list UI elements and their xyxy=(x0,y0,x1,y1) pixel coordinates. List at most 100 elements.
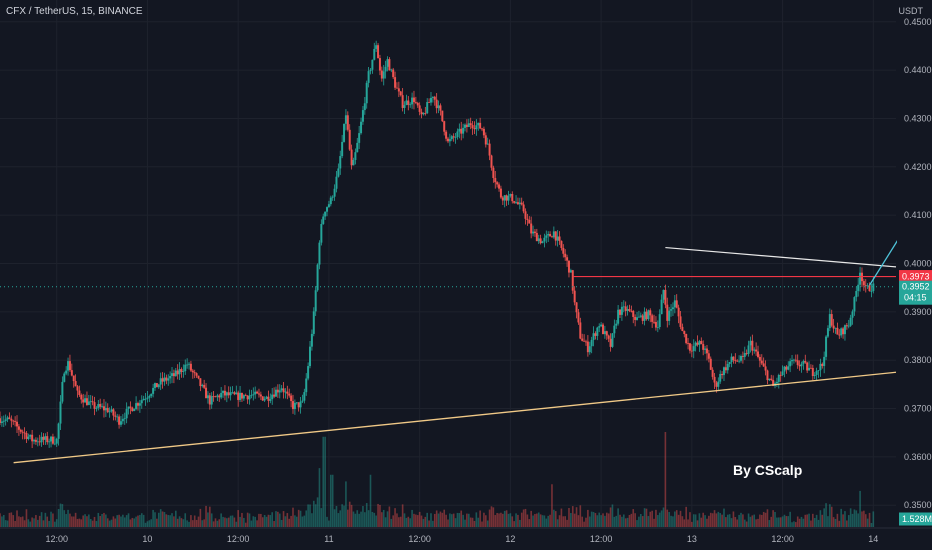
candle-body xyxy=(394,77,397,88)
candle-body xyxy=(594,333,597,336)
candle-body xyxy=(834,327,837,329)
candle-body xyxy=(859,272,862,285)
volume-bar xyxy=(299,510,302,527)
candle-body xyxy=(210,396,213,405)
candle-body xyxy=(288,393,291,396)
candle-body xyxy=(840,328,843,336)
candle-body xyxy=(660,299,663,315)
volume-bar xyxy=(396,513,398,527)
candle-body xyxy=(85,398,88,405)
volume-bar xyxy=(241,512,243,527)
candle-body xyxy=(792,359,795,361)
candle-body xyxy=(265,396,268,399)
candle-body xyxy=(0,421,3,423)
volume-bar xyxy=(239,516,241,527)
volume-bar xyxy=(613,516,616,527)
candle-body xyxy=(541,241,544,244)
volume-bar xyxy=(133,518,136,527)
volume-bar xyxy=(640,514,642,527)
candle-body xyxy=(702,344,705,350)
candle-body xyxy=(429,97,432,103)
volume-bar xyxy=(416,515,419,527)
candle-body xyxy=(666,304,669,321)
candle-body xyxy=(129,406,132,408)
volume-bar xyxy=(454,518,457,527)
volume-bar xyxy=(91,520,94,527)
candle-body xyxy=(849,317,852,326)
candle-body xyxy=(743,353,746,357)
time-axis-tick-label: 12 xyxy=(505,534,515,544)
volume-bar xyxy=(819,510,822,527)
candle-body xyxy=(378,58,381,71)
candle-body xyxy=(161,378,164,382)
volume-bar xyxy=(273,521,275,527)
volume-bar xyxy=(847,515,850,527)
candle-body xyxy=(108,411,111,413)
candle-body xyxy=(751,340,754,351)
candle-body xyxy=(602,324,605,335)
volume-bar xyxy=(490,506,493,527)
volume-bar xyxy=(27,519,30,527)
volume-bar xyxy=(437,513,440,527)
volume-bar xyxy=(645,508,648,527)
volume-bar xyxy=(662,507,665,527)
candle-body xyxy=(97,404,100,408)
candle-body xyxy=(439,105,442,111)
volume-bar xyxy=(492,507,495,527)
candle-body xyxy=(798,365,801,367)
volume-bar xyxy=(161,511,164,527)
time-axis-background xyxy=(0,528,932,550)
candle-body xyxy=(343,123,346,142)
candle-body xyxy=(628,309,631,311)
volume-bar xyxy=(647,516,650,527)
volume-bar xyxy=(687,519,689,527)
volume-bar xyxy=(106,518,109,527)
candle-body xyxy=(314,290,317,312)
volume-bar xyxy=(42,520,45,527)
volume-bar xyxy=(301,516,304,527)
volume-bar xyxy=(778,517,780,527)
volume-bar xyxy=(123,517,126,527)
candle-body xyxy=(505,195,508,201)
candle-body xyxy=(278,390,281,393)
candle-body xyxy=(494,178,497,183)
volume-bar xyxy=(271,512,274,527)
volume-bar xyxy=(793,521,795,527)
candle-body xyxy=(732,356,735,361)
candle-body xyxy=(462,127,465,134)
candle-body xyxy=(673,300,676,308)
volume-bar xyxy=(630,513,633,527)
volume-bar xyxy=(89,518,92,527)
volume-bar xyxy=(82,515,84,527)
price-axis-tick-label: 0.4100 xyxy=(904,210,932,220)
volume-bar xyxy=(503,510,506,527)
volume-bar xyxy=(280,519,283,527)
volume-bar xyxy=(692,514,695,527)
candle-body xyxy=(704,348,707,350)
candle-body xyxy=(770,378,773,380)
candle-body xyxy=(675,300,678,308)
candle-body xyxy=(358,133,361,143)
candle-body xyxy=(112,409,115,416)
candle-body xyxy=(197,375,200,379)
candle-body xyxy=(683,330,686,334)
candle-body xyxy=(331,196,334,198)
candle-body xyxy=(836,327,839,335)
candle-body xyxy=(492,167,495,179)
volume-bar xyxy=(184,513,187,527)
volume-bar xyxy=(796,516,799,527)
volume-bar xyxy=(103,512,105,527)
candle-body xyxy=(401,95,404,108)
volume-bar xyxy=(511,516,514,527)
candle-body xyxy=(647,310,650,320)
candle-body xyxy=(119,421,122,425)
candle-body xyxy=(694,342,697,347)
volume-bar xyxy=(806,514,808,527)
candle-body xyxy=(789,361,792,367)
candle-body xyxy=(847,325,850,327)
candle-body xyxy=(42,436,45,440)
volume-bar xyxy=(443,509,446,527)
candle-body xyxy=(174,370,177,377)
